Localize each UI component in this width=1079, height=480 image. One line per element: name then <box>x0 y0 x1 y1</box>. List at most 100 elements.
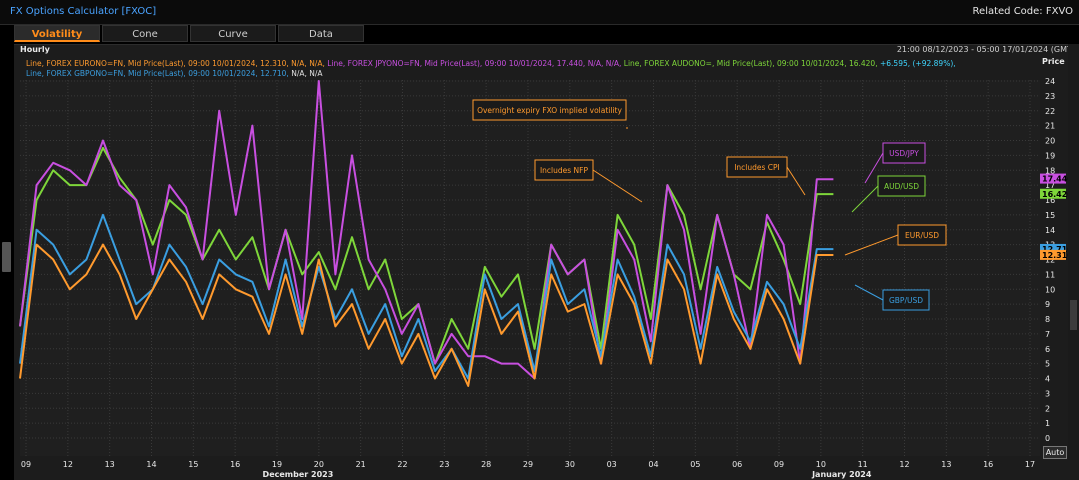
y-tick-label: 0 <box>1045 434 1050 443</box>
series-line-gbp-usd <box>19 213 834 380</box>
x-tick-label: 22 <box>397 460 407 469</box>
x-tick-label: 12 <box>899 460 909 469</box>
annotation-box: Includes NFP <box>534 159 643 203</box>
scrollbar-thumb[interactable] <box>1070 300 1077 330</box>
last-value-tag: 17.440 <box>1040 173 1073 184</box>
legend-aud: Line, FOREX AUDONO=, Mid Price(Last), 09… <box>623 59 880 68</box>
svg-text:USD/JPY: USD/JPY <box>889 149 919 158</box>
month-label: January 2024 <box>811 470 872 479</box>
legend-eur: Line, FOREX EURONO=FN, Mid Price(Last), … <box>26 59 328 68</box>
annotation-box: Overnight expiry FXO implied volatility <box>472 99 628 129</box>
y-tick-label: 16 <box>1045 196 1055 205</box>
y-tick-label: 21 <box>1045 122 1055 131</box>
x-tick-label: 16 <box>983 460 993 469</box>
tab-curve[interactable]: Curve <box>190 25 276 42</box>
y-tick-label: 22 <box>1045 107 1055 116</box>
x-tick-label: 28 <box>481 460 491 469</box>
y-tick-label: 20 <box>1045 137 1055 146</box>
x-tick-label: 03 <box>607 460 617 469</box>
svg-text:AUD/USD: AUD/USD <box>884 182 919 191</box>
x-tick-label: 13 <box>941 460 951 469</box>
x-tick-label: 05 <box>690 460 700 469</box>
y-tick-label: 3 <box>1045 389 1050 398</box>
x-tick-label: 20 <box>314 460 324 469</box>
svg-text:17.440: 17.440 <box>1042 175 1073 184</box>
auto-scale-button[interactable]: Auto <box>1043 446 1067 459</box>
last-value-tag: 12.710 <box>1040 243 1073 254</box>
y-tick-label: 15 <box>1045 211 1055 220</box>
x-tick-label: 11 <box>858 460 868 469</box>
tab-data[interactable]: Data <box>278 25 364 42</box>
title-bar: FX Options Calculator [FXOC] Related Cod… <box>0 0 1079 25</box>
x-tick-label: 21 <box>356 460 366 469</box>
x-tick-label: 14 <box>146 460 156 469</box>
y-tick-label: 5 <box>1045 360 1050 369</box>
series-line-eur-usd <box>19 243 834 387</box>
y-tick-label: 24 <box>1045 77 1055 86</box>
x-tick-label: 19 <box>272 460 282 469</box>
legend-line-1: Line, FOREX EURONO=FN, Mid Price(Last), … <box>26 59 956 68</box>
y-tick-label: 19 <box>1045 151 1055 160</box>
related-code: Related Code: FXVO <box>972 6 1073 17</box>
legend-change: +6.595, (+92.89%), <box>879 59 956 68</box>
y-axis-title: Price <box>1042 57 1065 66</box>
collapse-handle[interactable] <box>2 242 11 272</box>
svg-text:EUR/USD: EUR/USD <box>905 231 939 240</box>
legend-line-2: Line, FOREX GBPONO=FN, Mid Price(Last), … <box>26 69 323 78</box>
legend-gbp: Line, FOREX GBPONO=FN, Mid Price(Last), … <box>26 69 292 78</box>
annotation-box: EUR/USD <box>844 224 947 256</box>
svg-text:16.420: 16.420 <box>1042 190 1073 199</box>
x-tick-label: 17 <box>1025 460 1035 469</box>
x-tick-label: 10 <box>816 460 826 469</box>
vertical-scrollbar[interactable] <box>1068 44 1079 460</box>
x-tick-label: 23 <box>439 460 449 469</box>
svg-text:Includes NFP: Includes NFP <box>540 166 589 175</box>
plot-area <box>20 80 1040 456</box>
y-tick-label: 7 <box>1045 330 1050 339</box>
y-tick-label: 12 <box>1045 256 1055 265</box>
svg-text:GBP/USD: GBP/USD <box>889 296 923 305</box>
x-tick-label: 13 <box>105 460 115 469</box>
annotation-box: USD/JPY <box>864 142 926 184</box>
y-tick-label: 14 <box>1045 226 1055 235</box>
x-tick-label: 15 <box>188 460 198 469</box>
frequency-label: Hourly <box>20 45 50 54</box>
x-tick-label: 29 <box>523 460 533 469</box>
x-tick-label: 09 <box>21 460 31 469</box>
svg-text:12.710: 12.710 <box>1042 245 1073 254</box>
legend-na: N/A, N/A <box>291 69 323 78</box>
y-tick-label: 2 <box>1045 404 1050 413</box>
last-value-tag: 16.420 <box>1040 188 1073 199</box>
y-tick-label: 1 <box>1045 419 1050 428</box>
annotation-box: Includes CPI <box>726 156 806 196</box>
x-tick-label: 30 <box>565 460 575 469</box>
x-tick-label: 04 <box>648 460 658 469</box>
series-line-usd-jpy <box>19 80 834 380</box>
y-tick-label: 8 <box>1045 315 1050 324</box>
legend-jpy: Line, FOREX JPYONO=FN, Mid Price(Last), … <box>327 59 624 68</box>
date-range: 21:00 08/12/2023 - 05:00 17/01/2024 (GMT… <box>896 45 1075 54</box>
annotation-box: AUD/USD <box>851 175 926 213</box>
y-tick-label: 23 <box>1045 92 1055 101</box>
y-tick-label: 10 <box>1045 285 1055 294</box>
svg-text:12.310: 12.310 <box>1042 251 1073 260</box>
x-tick-label: 06 <box>732 460 742 469</box>
month-label: December 2023 <box>263 470 334 479</box>
x-tick-label: 16 <box>230 460 240 469</box>
x-tick-label: 12 <box>63 460 73 469</box>
svg-text:Overnight expiry FXO implied v: Overnight expiry FXO implied volatility <box>477 106 622 115</box>
y-tick-label: 11 <box>1045 270 1055 279</box>
y-tick-label: 17 <box>1045 181 1055 190</box>
tab-bar: Volatility Analysis Cone Curve Data <box>14 25 366 57</box>
tab-cone[interactable]: Cone <box>102 25 188 42</box>
x-tick-label: 09 <box>774 460 784 469</box>
y-tick-label: 6 <box>1045 345 1050 354</box>
annotation-box: GBP/USD <box>854 284 930 311</box>
svg-text:Includes CPI: Includes CPI <box>734 163 780 172</box>
last-value-tag: 12.310 <box>1040 249 1073 260</box>
y-tick-label: 18 <box>1045 166 1055 175</box>
y-tick-label: 4 <box>1045 375 1050 384</box>
app-title: FX Options Calculator [FXOC] <box>10 6 157 17</box>
